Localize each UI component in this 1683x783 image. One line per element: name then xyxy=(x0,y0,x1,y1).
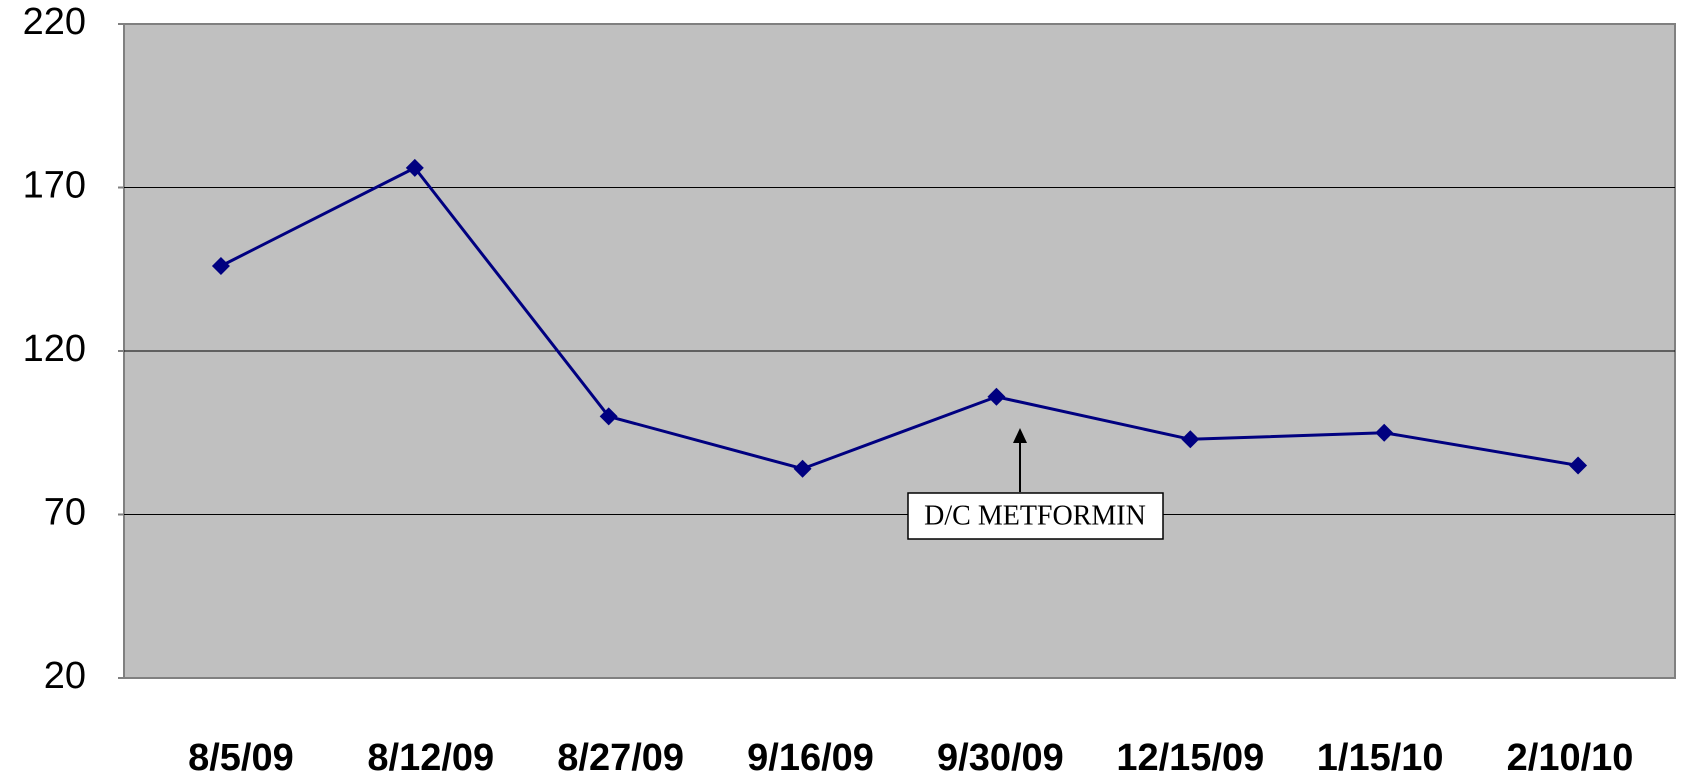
x-tick-label: 8/12/09 xyxy=(367,737,494,779)
x-tick-label: 12/15/09 xyxy=(1116,737,1264,779)
marker xyxy=(211,256,230,275)
x-tick-label: 8/27/09 xyxy=(557,737,684,779)
x-tick-label: 9/16/09 xyxy=(747,737,874,779)
marker xyxy=(793,459,812,478)
marker xyxy=(405,158,424,177)
y-tick-label: 20 xyxy=(44,655,86,697)
annotation-box xyxy=(907,492,1164,540)
x-tick-label: 8/5/09 xyxy=(188,737,294,779)
series-line xyxy=(220,165,1579,471)
marker xyxy=(1569,456,1588,475)
marker xyxy=(987,387,1006,406)
y-tick-label: 220 xyxy=(23,1,86,43)
x-tick-label: 2/10/10 xyxy=(1507,737,1634,779)
y-tick-label: 120 xyxy=(23,328,86,370)
y-tick-label: 70 xyxy=(44,492,86,534)
marker xyxy=(1375,423,1394,442)
annotation-arrowhead xyxy=(1013,428,1027,443)
y-tick-label: 170 xyxy=(23,165,86,207)
x-tick-label: 1/15/10 xyxy=(1317,737,1444,779)
marker xyxy=(1181,430,1200,449)
annotation: D/C METFORMIN xyxy=(924,500,1146,531)
x-tick-label: 9/30/09 xyxy=(937,737,1064,779)
marker xyxy=(599,407,618,426)
